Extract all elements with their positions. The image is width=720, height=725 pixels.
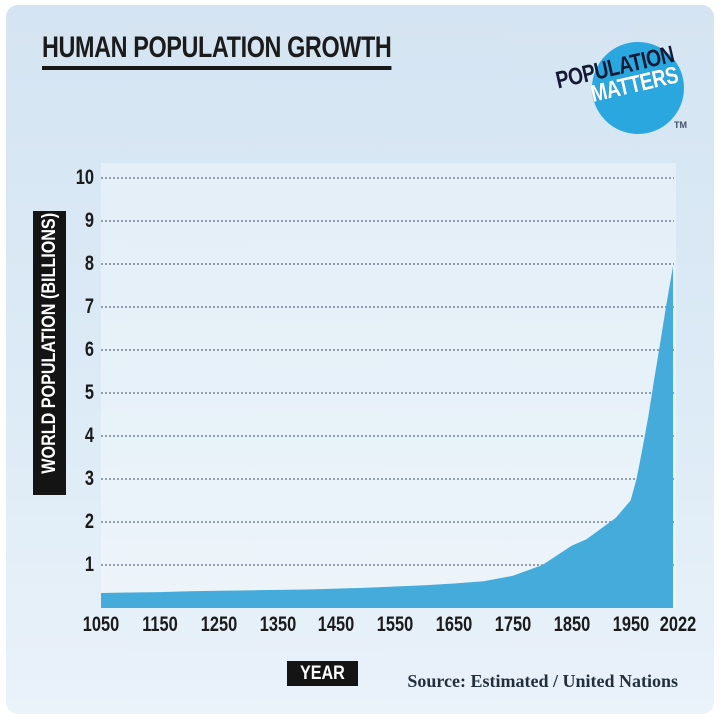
x-tick-label: 1750 <box>494 613 532 636</box>
y-axis-title-strip: WORLD POPULATION (BILLIONS) <box>33 211 66 495</box>
y-tick-label: 7 <box>84 295 94 318</box>
x-tick-label: 1650 <box>435 613 473 636</box>
source-caption: Source: Estimated / United Nations <box>407 671 678 691</box>
x-tick-label: 1450 <box>318 613 355 636</box>
x-tick-label: 1950 <box>612 613 649 636</box>
gridline <box>101 435 674 437</box>
x-tick-label: 1050 <box>82 613 120 636</box>
x-tick-label: 1150 <box>142 613 178 636</box>
population-matters-logo: POPULATION MATTERS TM <box>546 35 716 145</box>
y-tick-label: 5 <box>84 381 94 404</box>
y-tick-label: 4 <box>84 424 94 447</box>
x-tick-label: 2022 <box>659 613 697 636</box>
gridline <box>101 306 674 308</box>
y-tick-label: 3 <box>84 467 94 490</box>
gridline <box>101 564 674 566</box>
y-tick-label: 6 <box>84 338 94 361</box>
x-tick-label: 1850 <box>553 613 591 636</box>
page-title: HUMAN POPULATION GROWTH <box>42 32 392 70</box>
y-tick-label: 8 <box>84 252 94 275</box>
page-title-wrap: HUMAN POPULATION GROWTH <box>42 32 490 70</box>
x-tick-label: 1250 <box>200 613 237 636</box>
x-tick-label: 1350 <box>259 613 296 636</box>
x-axis-title-badge: YEAR <box>287 661 358 686</box>
gridline <box>101 349 674 351</box>
y-tick-label: 2 <box>84 510 94 533</box>
logo-circle <box>592 42 684 134</box>
gridline <box>101 478 674 480</box>
y-tick-label: 9 <box>84 209 94 232</box>
gridline <box>101 220 674 222</box>
gridline <box>101 177 674 179</box>
x-tick-label: 1550 <box>377 613 414 636</box>
plot-area <box>101 163 676 608</box>
trademark-label: TM <box>674 120 687 130</box>
gridline <box>101 521 674 523</box>
y-tick-label: 10 <box>75 166 94 189</box>
gridline <box>101 263 674 265</box>
x-axis-title: YEAR <box>299 662 345 684</box>
gridline <box>101 392 674 394</box>
y-tick-label: 1 <box>84 553 94 576</box>
infographic-card: HUMAN POPULATION GROWTH POPULATION MATTE… <box>6 5 714 714</box>
